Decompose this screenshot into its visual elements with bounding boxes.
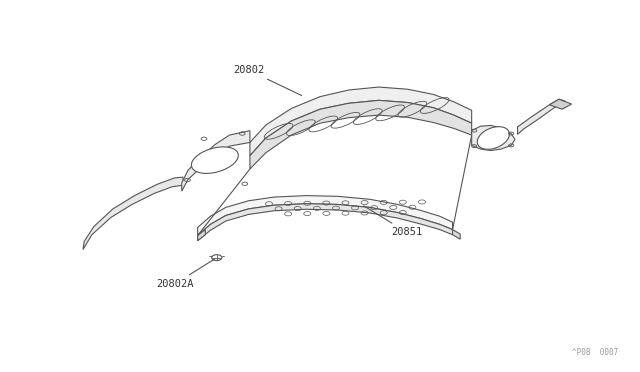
Polygon shape <box>198 196 452 235</box>
Text: 20802A: 20802A <box>156 259 214 289</box>
Polygon shape <box>549 99 572 109</box>
Text: 20851: 20851 <box>364 206 422 237</box>
Text: ^P08  0007: ^P08 0007 <box>572 347 618 357</box>
Polygon shape <box>182 131 250 191</box>
Polygon shape <box>518 99 565 134</box>
Ellipse shape <box>477 127 509 149</box>
Ellipse shape <box>191 147 238 173</box>
Polygon shape <box>198 204 452 241</box>
Polygon shape <box>198 230 205 241</box>
Polygon shape <box>250 100 472 169</box>
Polygon shape <box>250 87 472 156</box>
Text: 20802: 20802 <box>233 65 301 96</box>
Polygon shape <box>452 230 460 239</box>
Polygon shape <box>83 177 183 250</box>
Polygon shape <box>472 125 515 151</box>
